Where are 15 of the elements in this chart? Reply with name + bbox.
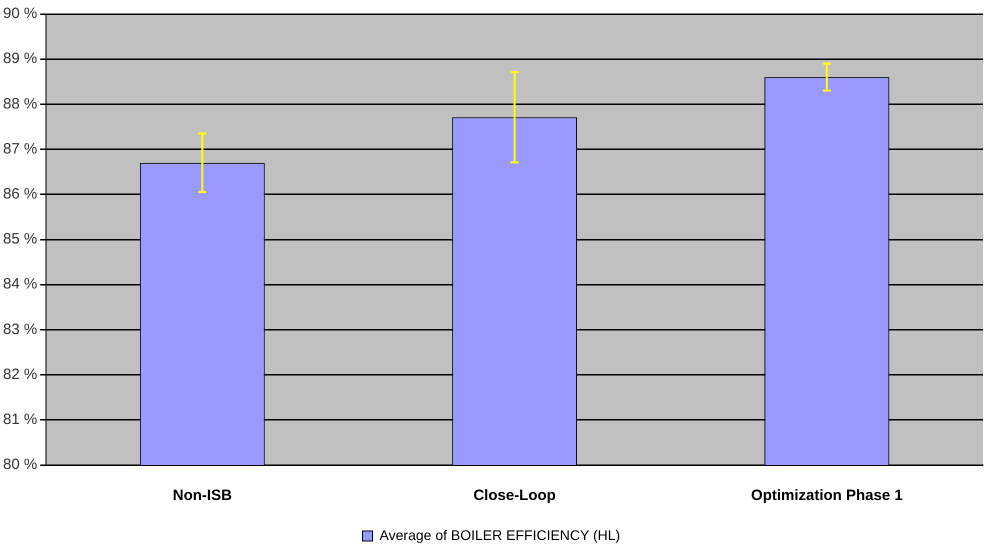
y-tick-label: 90 %: [2, 5, 38, 22]
y-tick-label: 81 %: [2, 411, 38, 428]
y-tick-label: 83 %: [2, 320, 38, 338]
legend-label: Average of BOILER EFFICIENCY (HL): [380, 526, 620, 543]
y-tick-label: 82 %: [2, 366, 38, 383]
x-tick-label: Optimization Phase 1: [751, 487, 903, 504]
y-tick-label: 85 %: [2, 230, 38, 248]
y-tick-label: 84 %: [2, 276, 38, 293]
y-tick-label: 80 %: [2, 456, 38, 474]
y-tick-label: 87 %: [2, 140, 38, 158]
y-tick-label: 89 %: [2, 50, 38, 68]
x-tick-label: Close-Loop: [473, 487, 556, 504]
y-tick-label: 86 %: [2, 186, 38, 203]
x-tick-label: Non-ISB: [172, 487, 232, 504]
y-tick-label: 88 %: [2, 95, 38, 112]
